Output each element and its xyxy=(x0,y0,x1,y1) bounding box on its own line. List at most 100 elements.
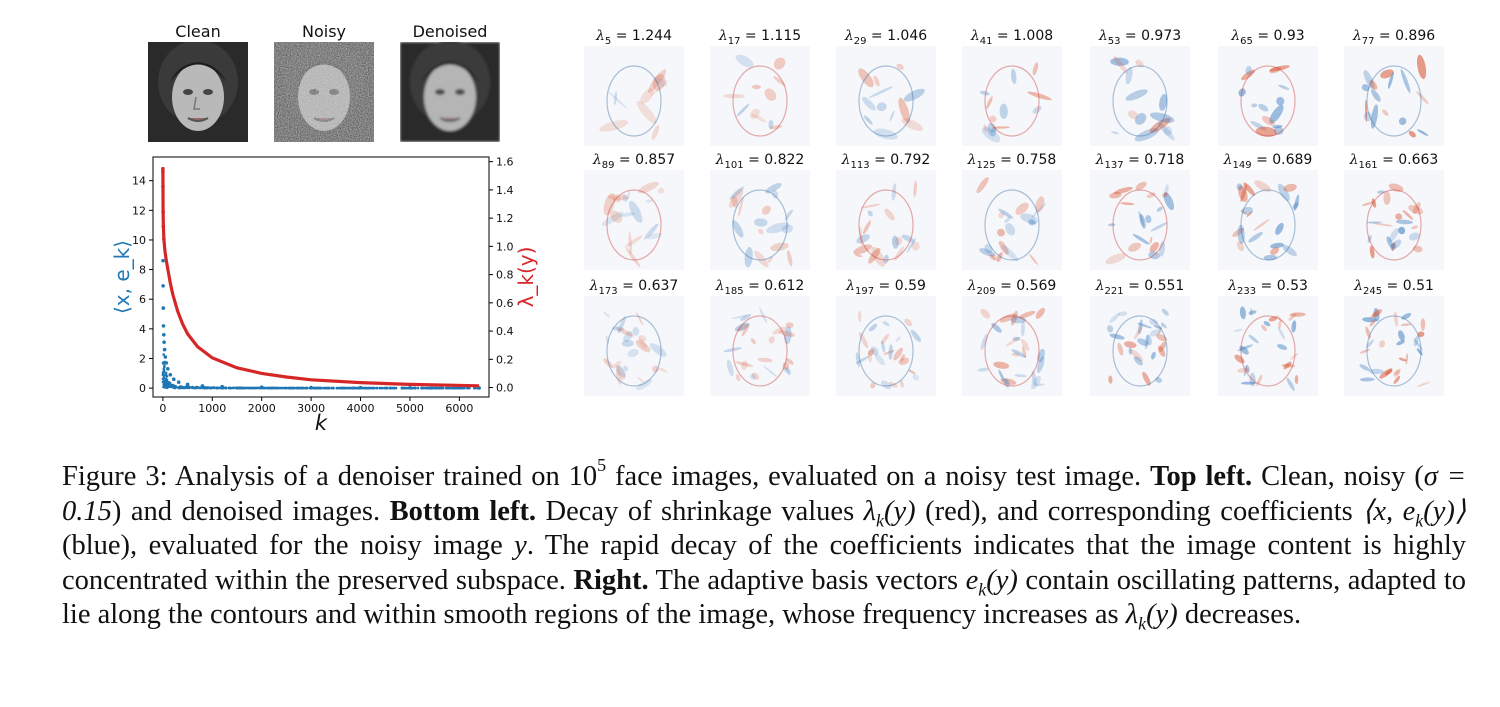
coefficient-point xyxy=(191,386,195,389)
coefficient-point xyxy=(431,386,435,390)
basis-vector-image xyxy=(1090,46,1190,146)
basis-eigenvalue-label: λ245 = 0.51 xyxy=(1354,278,1434,297)
coefficient-point xyxy=(466,386,469,390)
basis-vector-image xyxy=(962,170,1062,270)
coefficient-point xyxy=(425,386,429,390)
coefficient-point xyxy=(448,386,451,390)
figure-caption: Figure 3: Analysis of a denoiser trained… xyxy=(62,455,1466,634)
x-axis-label: k xyxy=(315,411,328,435)
coefficient-point xyxy=(310,386,313,390)
shrinkage-point xyxy=(161,224,166,229)
basis-vector-image xyxy=(710,170,810,270)
basis-vector-image xyxy=(962,46,1062,146)
coefficient-point xyxy=(161,258,165,263)
coefficient-point xyxy=(362,386,365,390)
coefficient-point xyxy=(161,284,165,288)
coefficient-point xyxy=(434,386,438,390)
coefficient-point xyxy=(328,386,331,390)
coefficient-point xyxy=(194,386,197,390)
coefficient-point xyxy=(162,367,166,371)
coefficient-point xyxy=(235,386,239,390)
coefficient-point xyxy=(257,386,261,390)
y-right-axis-label: λ_k(y) xyxy=(514,247,538,308)
coefficient-point xyxy=(266,386,270,390)
coefficient-point xyxy=(198,386,202,390)
coefficient-point xyxy=(164,373,168,377)
coefficient-point xyxy=(166,384,170,388)
coefficient-point xyxy=(335,386,339,390)
coefficient-point xyxy=(288,386,292,390)
coefficient-point xyxy=(219,386,223,390)
shrinkage-curve xyxy=(161,168,480,388)
coefficient-point xyxy=(231,386,235,390)
basis-vector-image xyxy=(584,46,684,146)
coefficient-point xyxy=(248,386,251,390)
coefficient-point xyxy=(186,385,189,389)
basis-eigenvalue-label: λ53 = 0.973 xyxy=(1098,28,1182,47)
x-tick-label: 0 xyxy=(159,402,166,415)
coefficient-point xyxy=(392,386,395,390)
coefficient-point xyxy=(162,385,165,389)
x-tick-label: 2000 xyxy=(248,402,276,415)
coefficient-point xyxy=(212,386,216,389)
coefficient-point xyxy=(162,347,167,352)
x-tick-label: 6000 xyxy=(445,402,473,415)
coefficient-point xyxy=(306,386,309,390)
basis-eigenvalue-label: λ137 = 0.718 xyxy=(1095,152,1185,171)
basis-eigenvalue-label: λ89 = 0.857 xyxy=(592,152,676,171)
y-right-axis: 0.0 0.2 0.4 0.6 0.8 1.0 1.2 1.4 1.6 xyxy=(489,156,514,395)
coefficient-point xyxy=(161,370,165,374)
basis-vector-image xyxy=(1090,170,1190,270)
coefficient-point xyxy=(238,386,242,390)
basis-eigenvalue-label: λ65 = 0.93 xyxy=(1231,28,1305,47)
label-noisy: Noisy xyxy=(301,22,346,41)
basis-vector-image xyxy=(1344,46,1444,146)
coefficient-point xyxy=(420,386,423,390)
coefficient-point xyxy=(161,377,165,381)
y-right-tick-label: 0.2 xyxy=(496,353,514,366)
basis-vector-image xyxy=(710,296,810,396)
coefficient-point xyxy=(352,386,355,390)
coefficient-point xyxy=(388,386,392,390)
coefficient-point xyxy=(204,386,208,390)
coefficient-point xyxy=(164,377,168,381)
basis-vector-image xyxy=(1218,46,1318,146)
basis-eigenvalue-label: λ77 = 0.896 xyxy=(1352,28,1436,47)
coefficient-point xyxy=(183,386,186,389)
basis-eigenvalue-label: λ197 = 0.59 xyxy=(846,278,926,297)
coefficient-point xyxy=(322,386,325,390)
coefficient-point xyxy=(161,332,166,337)
coefficient-point xyxy=(325,386,328,390)
coefficient-point xyxy=(243,386,246,390)
basis-vector-image xyxy=(584,296,684,396)
basis-vector-image xyxy=(710,46,810,146)
coefficient-point xyxy=(416,386,420,390)
coefficient-point xyxy=(364,386,367,390)
shrinkage-series xyxy=(161,166,480,388)
y-right-tick-label: 1.4 xyxy=(496,184,514,197)
coefficient-point xyxy=(164,384,167,388)
basis-vector-image xyxy=(1090,296,1190,396)
coefficient-point xyxy=(210,386,213,390)
basis-vector-image xyxy=(836,46,936,146)
coefficient-point xyxy=(394,386,398,390)
basis-vector-image xyxy=(836,296,936,396)
coefficient-point xyxy=(343,386,347,390)
coefficient-point xyxy=(262,386,266,390)
basis-eigenvalue-label: λ221 = 0.551 xyxy=(1095,278,1185,297)
shrinkage-point xyxy=(161,210,165,214)
basis-eigenvalue-label: λ17 = 1.115 xyxy=(718,28,802,47)
coefficient-point xyxy=(176,380,181,384)
coefficient-point xyxy=(341,386,345,390)
basis-eigenvalue-label: λ41 = 1.008 xyxy=(970,28,1054,47)
coefficient-point xyxy=(227,386,231,390)
coefficient-point xyxy=(162,373,165,376)
y-left-tick-label: 8 xyxy=(139,264,146,277)
x-tick-label: 3000 xyxy=(297,402,325,415)
coefficient-point xyxy=(348,386,351,390)
coefficient-point xyxy=(229,386,232,390)
basis-vector-image xyxy=(584,170,684,270)
coefficient-point xyxy=(217,386,220,390)
coefficient-point xyxy=(371,386,375,390)
coefficient-point xyxy=(463,386,466,390)
